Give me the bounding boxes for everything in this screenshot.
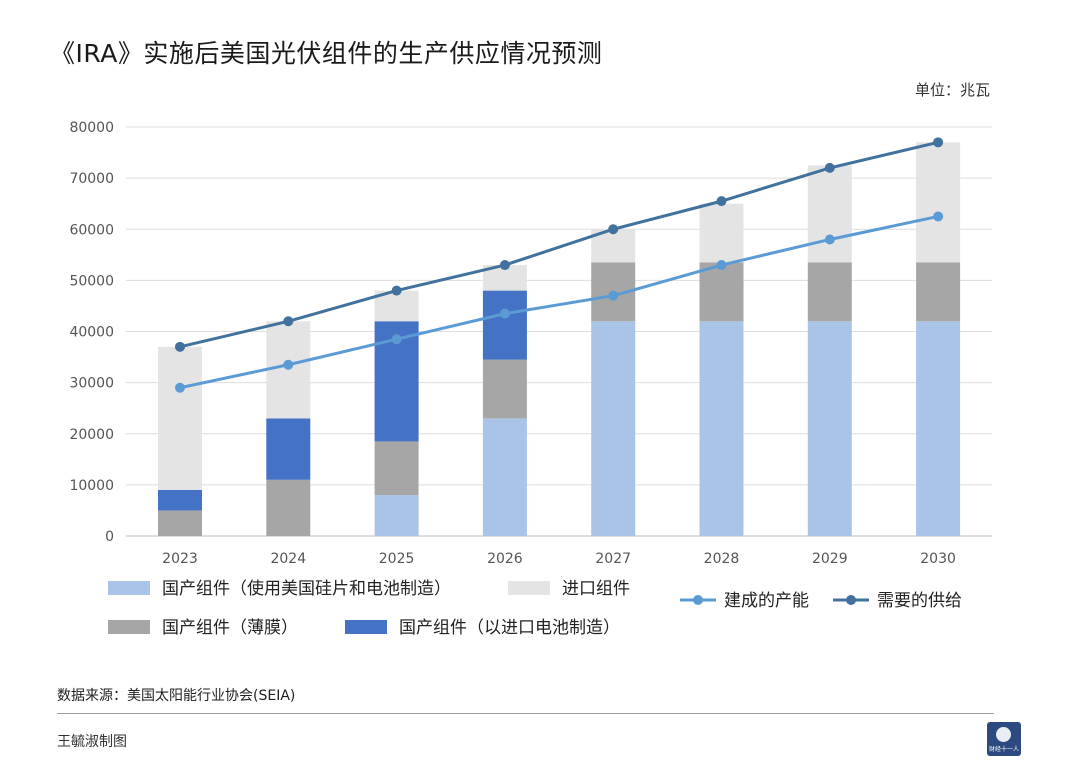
line-point [716, 196, 727, 207]
line-point [824, 162, 835, 173]
bar-segment [591, 321, 636, 536]
bar-segment [266, 321, 311, 419]
x-tick-label: 2024 [270, 551, 306, 567]
line-point [608, 290, 619, 301]
y-tick-label: 50000 [69, 273, 114, 289]
legend-swatch [508, 581, 550, 595]
logo-text: 财经十一人 [988, 746, 1019, 753]
bar-segment [266, 479, 311, 536]
line-point [175, 341, 185, 352]
legend-label: 国产组件（薄膜） [162, 618, 298, 638]
x-tick-label: 2028 [704, 551, 740, 567]
line-point [499, 308, 510, 319]
bar-segment [374, 495, 419, 536]
bar-segment [158, 489, 202, 511]
bar-segment [482, 290, 527, 360]
x-tick-label: 2025 [379, 551, 415, 567]
line-point [499, 260, 510, 271]
y-tick-label: 30000 [69, 376, 114, 392]
bar-segment [266, 418, 311, 480]
series-line [179, 215, 939, 390]
y-tick-label: 80000 [69, 120, 114, 136]
bar-segment [699, 203, 744, 263]
y-tick-label: 40000 [69, 325, 114, 341]
bar-segment [699, 262, 744, 322]
bar-segment [158, 510, 202, 536]
legend-marker [693, 595, 703, 605]
author-credit: 王毓淑制图 [57, 734, 127, 750]
bar-segment [158, 346, 202, 490]
legend-label: 需要的供给 [877, 591, 962, 611]
data-source: 数据来源：美国太阳能行业协会(SEIA) [57, 688, 296, 704]
bar-segment [916, 262, 961, 322]
chart-title: 《IRA》实施后美国光伏组件的生产供应情况预测 [50, 39, 603, 68]
legend-label: 国产组件（以进口电池制造） [399, 618, 620, 638]
line-point [175, 382, 185, 393]
bar-segment [374, 441, 419, 496]
y-tick-label: 0 [105, 529, 114, 545]
y-tick-label: 10000 [69, 478, 114, 494]
legend-marker [846, 595, 856, 605]
line-point [933, 137, 944, 148]
line-point [391, 285, 402, 296]
bar-segment [807, 321, 852, 536]
x-tick-label: 2026 [487, 551, 523, 567]
bar-segment [482, 418, 527, 536]
line-point [391, 334, 402, 345]
line-point [283, 359, 294, 370]
line-point [608, 224, 619, 235]
y-tick-label: 60000 [69, 222, 114, 238]
legend-swatch [108, 581, 150, 595]
line-point [933, 211, 944, 222]
unit-label: 单位：兆瓦 [914, 81, 990, 99]
bar-segment [916, 142, 961, 263]
legend-swatch [345, 620, 387, 634]
x-tick-label: 2023 [162, 551, 198, 567]
line-point [716, 260, 727, 271]
publisher-logo: 财经十一人 [987, 722, 1021, 756]
legend-label: 进口组件 [562, 579, 630, 599]
legend-swatch [108, 620, 150, 634]
bar-segment [482, 359, 527, 419]
x-tick-label: 2029 [812, 551, 848, 567]
bar-segment [699, 321, 744, 536]
line-point [283, 316, 294, 327]
x-tick-label: 2027 [595, 551, 631, 567]
bar-segment [807, 262, 852, 322]
line-point [824, 234, 835, 245]
globe-icon [996, 727, 1011, 742]
y-tick-label: 70000 [69, 171, 114, 187]
x-tick-label: 2030 [920, 551, 956, 567]
bar-segment [916, 321, 961, 536]
legend-label: 国产组件（使用美国硅片和电池制造） [162, 578, 451, 599]
footer-divider [57, 713, 994, 714]
stacked-bar-line-chart: 0 10000 20000 30000 40000 50000 60000 70000 8000… [69, 120, 992, 638]
legend-label: 建成的产能 [724, 591, 809, 611]
series-line [179, 140, 939, 349]
bar-segment [807, 165, 852, 263]
y-tick-label: 20000 [69, 427, 114, 443]
